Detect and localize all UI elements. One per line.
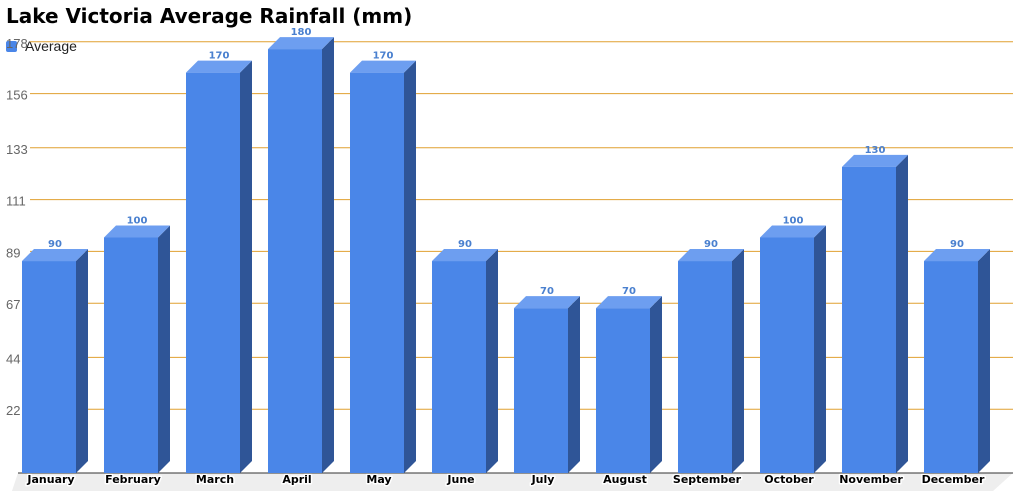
bar-top [432, 249, 498, 262]
data-label: 100 [127, 216, 148, 227]
bar-side [978, 249, 990, 473]
data-label: 70 [622, 286, 636, 297]
bar-october [760, 225, 826, 473]
bar-front [22, 261, 76, 473]
bar-front [186, 72, 240, 474]
data-label: 90 [48, 239, 62, 250]
bar-top [514, 296, 580, 309]
x-tick-label: August [603, 473, 647, 486]
bar-august [596, 296, 662, 473]
x-tick-label-halo: May [366, 473, 391, 486]
x-tick-label-halo: March [196, 473, 234, 486]
bar-top [678, 249, 744, 262]
x-tick-label: December [922, 473, 985, 486]
bar-front [514, 308, 568, 473]
y-tick-label: 156 [6, 88, 28, 103]
bar-front [350, 72, 404, 474]
bar-side [732, 249, 744, 473]
bar-side [486, 249, 498, 473]
chart-floor [12, 473, 1013, 491]
bar-january [22, 249, 88, 473]
bar-top [22, 249, 88, 262]
bar-april [268, 37, 334, 473]
x-tick-label-halo: February [105, 473, 161, 486]
data-label: 170 [373, 51, 394, 62]
bar-november [842, 154, 908, 473]
y-tick-label: 178 [6, 36, 28, 51]
x-tick-label: April [282, 473, 311, 486]
bar-march [186, 60, 252, 474]
x-tick-label: February [105, 473, 161, 486]
data-label: 90 [950, 239, 964, 250]
x-tick-label-halo: October [764, 473, 814, 486]
bar-top [596, 296, 662, 309]
bar-june [432, 249, 498, 473]
bar-front [678, 261, 732, 473]
y-tick-label: 111 [6, 194, 26, 209]
bar-side [76, 249, 88, 473]
x-tick-label: January [26, 473, 74, 486]
x-tick-label: March [196, 473, 234, 486]
y-tick-label: 89 [6, 245, 20, 260]
x-tick-label: September [673, 473, 742, 486]
bar-side [322, 37, 334, 473]
x-tick-label-halo: August [603, 473, 647, 486]
x-tick-label: May [366, 473, 391, 486]
bar-july [514, 296, 580, 473]
bar-front [104, 237, 158, 473]
bar-side [650, 296, 662, 473]
bar-top [842, 154, 908, 167]
data-label: 170 [209, 51, 230, 62]
bar-top [924, 249, 990, 262]
bar-side [240, 60, 252, 474]
bar-front [268, 49, 322, 473]
bar-front [760, 237, 814, 473]
bar-side [896, 154, 908, 473]
x-tick-label: July [531, 473, 555, 486]
x-tick-label: October [764, 473, 814, 486]
x-tick-label-halo: December [922, 473, 985, 486]
x-tick-label-halo: January [26, 473, 74, 486]
bar-front [842, 166, 896, 473]
bar-december [924, 249, 990, 473]
bar-september [678, 249, 744, 473]
bar-top [760, 225, 826, 238]
x-tick-label-halo: June [446, 473, 474, 486]
bar-front [596, 308, 650, 473]
x-tick-label: November [839, 473, 903, 486]
y-tick-label: 133 [6, 142, 28, 157]
y-tick-label: 44 [6, 351, 20, 366]
chart-title: Lake Victoria Average Rainfall (mm) [6, 4, 413, 28]
data-label: 90 [704, 239, 718, 250]
data-label: 90 [458, 239, 472, 250]
x-tick-label-halo: November [839, 473, 903, 486]
data-label: 180 [291, 27, 312, 38]
x-tick-label: June [446, 473, 474, 486]
bar-top [104, 225, 170, 238]
x-tick-label-halo: April [282, 473, 311, 486]
bar-side [568, 296, 580, 473]
x-tick-label-halo: July [531, 473, 555, 486]
y-tick-label: 67 [6, 297, 20, 312]
bar-front [924, 261, 978, 473]
bar-may [350, 60, 416, 474]
bar-front [432, 261, 486, 473]
bar-side [814, 225, 826, 473]
bar-top [186, 60, 252, 73]
bar-side [158, 225, 170, 473]
bar-side [404, 60, 416, 474]
data-label: 130 [865, 145, 886, 156]
data-label: 70 [540, 286, 554, 297]
bar-top [268, 37, 334, 50]
bar-february [104, 225, 170, 473]
x-tick-label-halo: September [673, 473, 742, 486]
y-tick-label: 22 [6, 403, 20, 418]
data-label: 100 [783, 216, 804, 227]
bar-top [350, 60, 416, 73]
legend-swatch [6, 40, 17, 52]
